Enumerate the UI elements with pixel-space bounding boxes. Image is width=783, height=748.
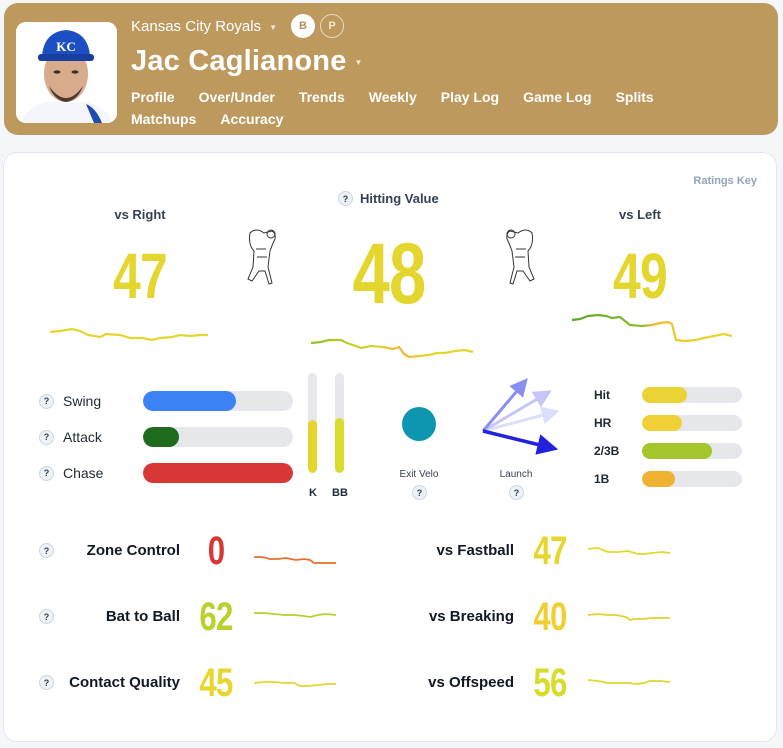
- single-label: 1B: [594, 472, 610, 486]
- hr-bar: [642, 415, 742, 431]
- help-icon[interactable]: ?: [39, 429, 54, 445]
- tab-matchups[interactable]: Matchups: [131, 111, 197, 127]
- attack-row: ? Attack: [39, 427, 293, 447]
- vs-breaking-label: vs Breaking: [428, 608, 514, 625]
- hitting-value-label: Hitting Value: [360, 191, 439, 206]
- pitcher-toggle[interactable]: P: [319, 14, 344, 38]
- exit-velo-label: Exit Velo: [399, 469, 439, 480]
- vs-left-label: vs Left: [619, 207, 661, 222]
- rhp-pitcher-icon: [247, 229, 276, 285]
- batter-toggle[interactable]: B: [290, 14, 315, 38]
- contact-quality-label: Contact Quality: [69, 674, 180, 691]
- tab-accuracy[interactable]: Accuracy: [220, 111, 284, 127]
- player-header: KC Kansas City Royals ▼ B P Jac Cagliano…: [4, 3, 778, 135]
- zone-control-sparkline: [254, 556, 336, 564]
- vs-fastball-label: vs Fastball: [436, 542, 514, 559]
- bat-to-ball-value: 62: [199, 595, 233, 639]
- single-row: 1B: [594, 471, 742, 487]
- team-name[interactable]: Kansas City Royals: [131, 17, 262, 35]
- vs-left-sparkline: [571, 313, 733, 343]
- vs-fastball-value: 47: [533, 529, 567, 573]
- contact-quality-value: 45: [199, 661, 233, 705]
- ratings-key-link[interactable]: Ratings Key: [693, 175, 757, 187]
- chevron-down-icon[interactable]: ▼: [269, 22, 277, 32]
- tab-profile[interactable]: Profile: [131, 89, 175, 105]
- exit-velo-dot: [402, 407, 436, 441]
- hit-label: Hit: [594, 388, 610, 402]
- svg-text:KC: KC: [56, 39, 76, 54]
- extra-base-label: 2/3B: [594, 444, 620, 458]
- player-photo: KC: [16, 22, 117, 123]
- vs-offspeed-value: 56: [533, 661, 567, 705]
- single-bar: [642, 471, 742, 487]
- k-bar: [308, 373, 317, 473]
- hitting-value-sparkline: [310, 338, 474, 359]
- extra-base-bar: [642, 443, 742, 459]
- zone-control-label: Zone Control: [86, 542, 180, 559]
- chase-label: Chase: [63, 465, 104, 481]
- help-icon[interactable]: ?: [509, 485, 524, 500]
- vs-fastball-sparkline: [588, 547, 670, 555]
- tab-trends[interactable]: Trends: [298, 89, 345, 105]
- vs-offspeed-sparkline: [588, 679, 670, 685]
- vs-left-value: 49: [613, 240, 668, 312]
- hit-row: Hit: [594, 387, 742, 403]
- tab-game-log[interactable]: Game Log: [523, 89, 592, 105]
- player-selector[interactable]: Jac Caglianone ▼: [131, 45, 362, 78]
- k-label: K: [309, 487, 317, 499]
- ratings-card: Ratings Key vs Right 47 ? Hitting Value …: [3, 152, 777, 742]
- tab-play-log[interactable]: Play Log: [440, 89, 500, 105]
- vs-right-sparkline: [50, 327, 208, 342]
- vs-offspeed-label: vs Offspeed: [428, 674, 514, 691]
- vs-breaking-sparkline: [588, 613, 670, 621]
- contact-quality-sparkline: [254, 681, 336, 687]
- bat-to-ball-label: Bat to Ball: [105, 608, 180, 625]
- help-icon[interactable]: ?: [39, 543, 54, 558]
- zone-control-value: 0: [207, 529, 225, 573]
- tab-over-under[interactable]: Over/Under: [198, 89, 275, 105]
- hitting-value-header: ? Hitting Value: [338, 191, 439, 206]
- launch-angle-icon: [481, 378, 560, 455]
- hitting-value-value: 48: [352, 226, 426, 322]
- bat-to-ball-sparkline: [254, 612, 336, 618]
- player-headshot-icon: KC: [16, 22, 117, 123]
- vs-right-value: 47: [113, 240, 168, 312]
- bb-bar: [335, 373, 344, 473]
- hr-row: HR: [594, 415, 742, 431]
- tab-splits[interactable]: Splits: [615, 89, 654, 105]
- player-name[interactable]: Jac Caglianone: [131, 45, 347, 77]
- vs-right-label: vs Right: [114, 207, 166, 222]
- chevron-down-icon[interactable]: ▼: [354, 58, 363, 67]
- attack-bar: [143, 427, 293, 447]
- launch-label: Launch: [499, 469, 533, 480]
- swing-bar: [143, 391, 293, 411]
- profile-nav: Profile Over/Under Trends Weekly Play Log Gam…: [131, 86, 751, 130]
- help-icon[interactable]: ?: [39, 609, 54, 624]
- attack-label: Attack: [63, 429, 102, 445]
- swing-row: ? Swing: [39, 391, 293, 411]
- help-icon[interactable]: ?: [338, 191, 353, 206]
- vs-breaking-value: 40: [533, 595, 567, 639]
- extra-base-row: 2/3B: [594, 443, 742, 459]
- hr-label: HR: [594, 416, 612, 430]
- help-icon[interactable]: ?: [39, 465, 54, 481]
- team-selector[interactable]: Kansas City Royals ▼ B P: [131, 14, 344, 38]
- chase-row: ? Chase: [39, 463, 293, 483]
- tab-weekly[interactable]: Weekly: [368, 89, 417, 105]
- help-icon[interactable]: ?: [39, 675, 54, 690]
- lhp-pitcher-icon: [506, 229, 535, 285]
- hit-bar: [642, 387, 742, 403]
- swing-label: Swing: [63, 393, 102, 409]
- help-icon[interactable]: ?: [412, 485, 427, 500]
- bb-label: BB: [332, 487, 348, 499]
- help-icon[interactable]: ?: [39, 393, 54, 409]
- chase-bar: [143, 463, 293, 483]
